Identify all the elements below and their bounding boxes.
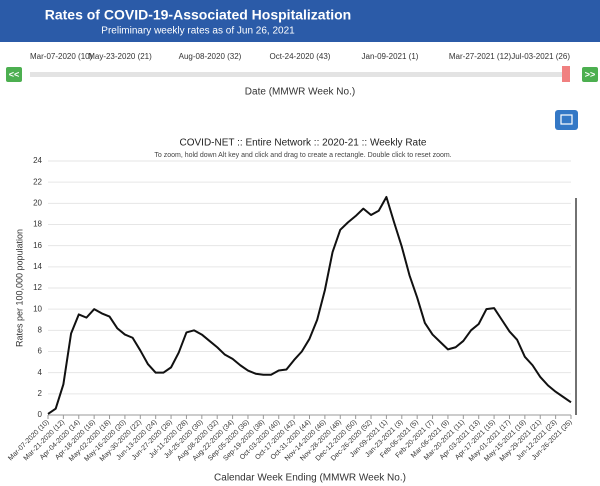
y-tick-label: 16 [33, 241, 42, 250]
image-icon [560, 114, 573, 125]
slider-label: May-23-2020 (21) [88, 52, 152, 61]
y-tick-label: 22 [33, 177, 42, 186]
slider-caption: Date (MMWR Week No.) [245, 87, 355, 98]
x-axis-label: Calendar Week Ending (MMWR Week No.) [214, 473, 406, 484]
prev-label: << [9, 69, 20, 79]
next-button[interactable] [582, 67, 598, 82]
y-tick-label: 8 [38, 325, 43, 334]
series-line [47, 195, 572, 415]
slider-label: Aug-08-2020 (32) [179, 52, 242, 61]
header-subtitle: Preliminary weekly rates as of Jun 26, 2… [101, 26, 295, 37]
prev-button[interactable] [6, 67, 22, 82]
slider-label: Mar-27-2021 (12) [449, 52, 512, 61]
header-band [0, 0, 600, 42]
image-button[interactable] [555, 110, 578, 130]
y-tick-label: 20 [33, 198, 42, 207]
slider-handle[interactable] [562, 66, 570, 82]
y-tick-label: 6 [38, 347, 43, 356]
y-tick-label: 18 [33, 220, 42, 229]
y-tick-label: 14 [33, 262, 42, 271]
y-axis-label: Rates per 100,000 population [14, 229, 24, 347]
y-tick-label: 10 [33, 304, 42, 313]
y-tick-label: 4 [38, 368, 43, 377]
slider-label: Oct-24-2020 (43) [270, 52, 331, 61]
header-title: Rates of COVID-19-Associated Hospitaliza… [45, 7, 352, 23]
y-tick-label: 2 [38, 389, 43, 398]
slider-label: Jul-03-2021 (26) [511, 52, 570, 61]
y-tick-label: 24 [33, 156, 42, 165]
slider-label: Mar-07-2020 (10) [30, 52, 93, 61]
chart-subtitle: To zoom, hold down Alt key and click and… [154, 152, 451, 159]
y-tick-label: 12 [33, 283, 42, 292]
slider-track [30, 72, 570, 77]
chart-title: COVID-NET :: Entire Network :: 2020-21 :… [180, 138, 427, 149]
y-tick-label: 0 [38, 410, 43, 419]
next-label: >> [585, 69, 596, 79]
slider-label: Jan-09-2021 (1) [362, 52, 419, 61]
